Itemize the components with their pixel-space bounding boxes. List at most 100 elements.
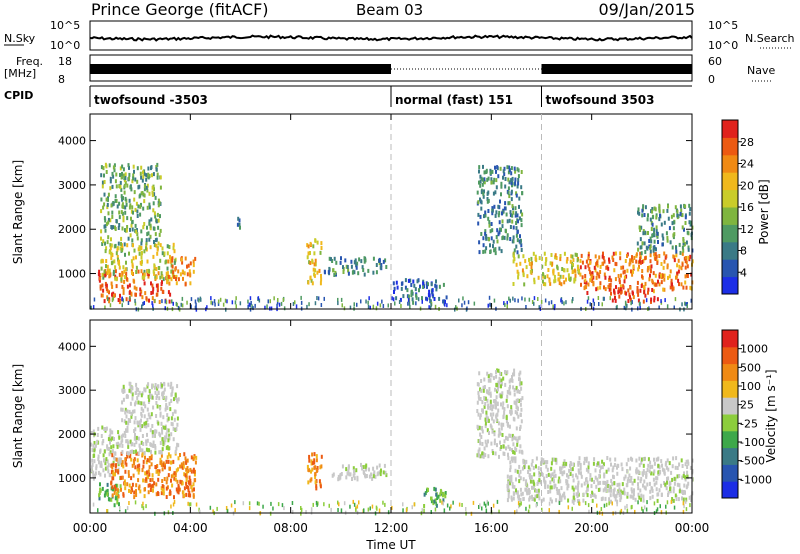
- velocity-cell: [660, 459, 663, 464]
- velocity-cell: [91, 458, 94, 463]
- velocity-cell: [478, 438, 481, 443]
- power-cell: [318, 268, 321, 273]
- velocity-cell: [649, 496, 652, 501]
- power-cell: [134, 223, 137, 228]
- velocity-cell: [168, 466, 171, 471]
- power-cell: [106, 271, 109, 275]
- velocity-cell: [535, 464, 537, 469]
- power-cell: [638, 259, 641, 264]
- velocity-cell: [112, 462, 115, 467]
- velocity-cell: [147, 382, 150, 387]
- velocity-cell: [593, 457, 596, 462]
- velocity-cell: [510, 405, 513, 410]
- power-cell: [488, 295, 491, 300]
- power-cell: [643, 290, 646, 294]
- power-cell: [267, 299, 269, 304]
- power-cell: [528, 297, 531, 302]
- power-cell: [482, 249, 485, 254]
- power-cell: [516, 213, 519, 218]
- velocity-cell: [120, 457, 123, 462]
- noise-trace: [89, 34, 693, 42]
- power-cell: [649, 273, 651, 278]
- power-cell: [114, 276, 117, 281]
- velocity-cell: [669, 487, 671, 492]
- velocity-cell: [506, 498, 509, 503]
- power-cell: [152, 172, 155, 177]
- power-cell: [519, 261, 522, 266]
- velocity-cell: [92, 470, 95, 475]
- power-cell: [226, 299, 228, 304]
- power-cell: [502, 175, 504, 180]
- power-cell: [124, 176, 127, 180]
- power-cell: [498, 246, 501, 251]
- velocity-cell: [631, 489, 634, 494]
- velocity-cell: [148, 483, 151, 488]
- colorbar-swatch: [722, 414, 738, 432]
- power-cell: [520, 243, 523, 248]
- velocity-cell: [92, 502, 95, 507]
- velocity-cell: [134, 390, 137, 395]
- velocity-cell: [630, 494, 633, 499]
- colorbar-swatch: [722, 346, 738, 365]
- power-cell: [128, 290, 131, 295]
- velocity-cell: [132, 473, 135, 478]
- power-cell: [557, 277, 560, 282]
- velocity-cell: [597, 487, 600, 492]
- power-cell: [173, 260, 176, 265]
- power-cell: [610, 278, 613, 283]
- power-cell: [595, 275, 598, 280]
- velocity-cell: [151, 473, 154, 478]
- velocity-cell: [187, 488, 190, 493]
- power-cell: [517, 275, 520, 280]
- power-cell: [642, 231, 645, 236]
- power-cell: [592, 275, 595, 280]
- power-cell: [145, 177, 148, 182]
- power-cell: [644, 205, 647, 210]
- power-cell: [435, 279, 437, 284]
- velocity-cell: [527, 465, 530, 470]
- power-cell: [641, 274, 643, 279]
- power-cell: [112, 271, 115, 276]
- velocity-cell: [306, 464, 309, 469]
- velocity-cell: [130, 476, 133, 481]
- power-cell: [518, 216, 521, 221]
- power-cell: [522, 273, 525, 278]
- power-cell: [523, 282, 526, 287]
- velocity-cell: [165, 405, 168, 410]
- velocity-cell: [368, 474, 371, 479]
- power-cell: [126, 243, 129, 248]
- power-cell: [680, 266, 683, 271]
- velocity-cell: [529, 479, 532, 484]
- power-cell: [429, 299, 432, 304]
- velocity-cell: [589, 473, 592, 478]
- velocity-cell: [506, 487, 509, 492]
- power-cell: [151, 185, 154, 190]
- power-cell: [317, 296, 320, 301]
- power-cell: [139, 260, 142, 265]
- velocity-cell: [626, 504, 628, 508]
- power-cell: [666, 304, 669, 309]
- velocity-cell: [512, 372, 514, 377]
- power-cell: [507, 201, 510, 206]
- power-cell: [603, 285, 605, 290]
- velocity-cell: [586, 493, 589, 498]
- power-cell: [673, 258, 676, 263]
- velocity-cell: [614, 457, 617, 462]
- velocity-cell: [519, 402, 522, 407]
- velocity-cell: [135, 387, 138, 391]
- power-cell: [175, 274, 178, 279]
- power-cell: [127, 301, 130, 305]
- velocity-cell: [659, 470, 662, 475]
- power-cell: [150, 217, 153, 222]
- power-cell: [161, 274, 164, 279]
- velocity-cell: [521, 491, 524, 496]
- velocity-cell: [611, 482, 614, 487]
- power-cell: [107, 235, 110, 240]
- velocity-cell: [495, 403, 497, 408]
- power-cell: [508, 218, 511, 223]
- power-cell: [508, 180, 511, 185]
- power-cell: [137, 204, 140, 209]
- velocity-cell: [532, 481, 535, 486]
- velocity-cell: [140, 401, 143, 406]
- velocity-cell: [497, 368, 500, 373]
